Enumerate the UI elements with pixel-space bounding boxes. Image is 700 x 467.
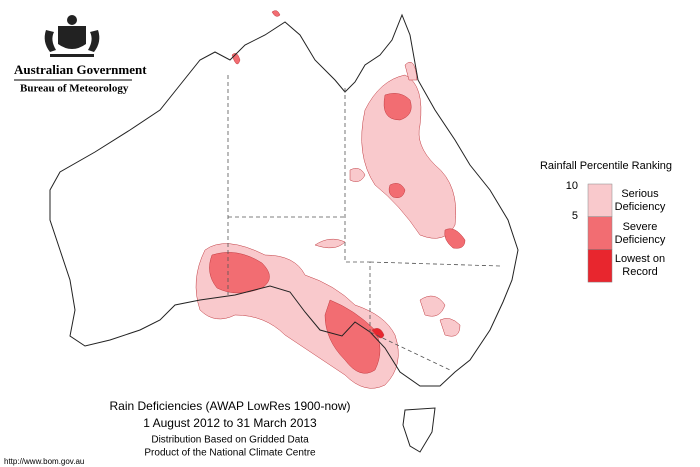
deficiency-area (231, 53, 241, 65)
url: http://www.bom.gov.au (4, 457, 84, 466)
legend-swatch (587, 249, 613, 283)
deficiency-area (371, 328, 385, 339)
deficiency-area (419, 295, 446, 317)
deficiency-area (271, 10, 281, 17)
legend-label: Serious Deficiency (614, 188, 666, 213)
caption-title: Rain Deficiencies (AWAP LowRes 1900-now) (110, 399, 351, 413)
caption-source: Product of the National Climate Centre (144, 448, 316, 459)
deficiency-area (324, 299, 381, 374)
deficiency-area (404, 61, 418, 81)
deficiency-area (444, 228, 466, 249)
mainland-outline (49, 13, 519, 387)
deficiency-area (314, 238, 346, 249)
legend-tick: 10 (566, 180, 578, 192)
legend-boxes (587, 183, 613, 283)
state-borders (227, 75, 501, 371)
legend-tick: 5 (572, 210, 578, 222)
caption-period: 1 August 2012 to 31 March 2013 (143, 416, 317, 430)
legend-label: Severe Deficiency (614, 221, 666, 246)
deficiency-area (349, 168, 366, 182)
deficiency-area (388, 183, 406, 198)
bureau: Bureau of Meteorology (20, 83, 129, 95)
legend-label: Lowest on Record (614, 253, 666, 278)
tasmania-outline (402, 407, 436, 453)
deficiency-area (439, 318, 461, 337)
deficiency-areas (195, 10, 466, 389)
agency: Australian Government (14, 62, 147, 77)
coat-of-arms (44, 15, 100, 57)
deficiency-area (383, 93, 412, 121)
legend-title: Rainfall Percentile Ranking (540, 160, 672, 172)
caption-method: Distribution Based on Gridded Data (151, 435, 309, 446)
